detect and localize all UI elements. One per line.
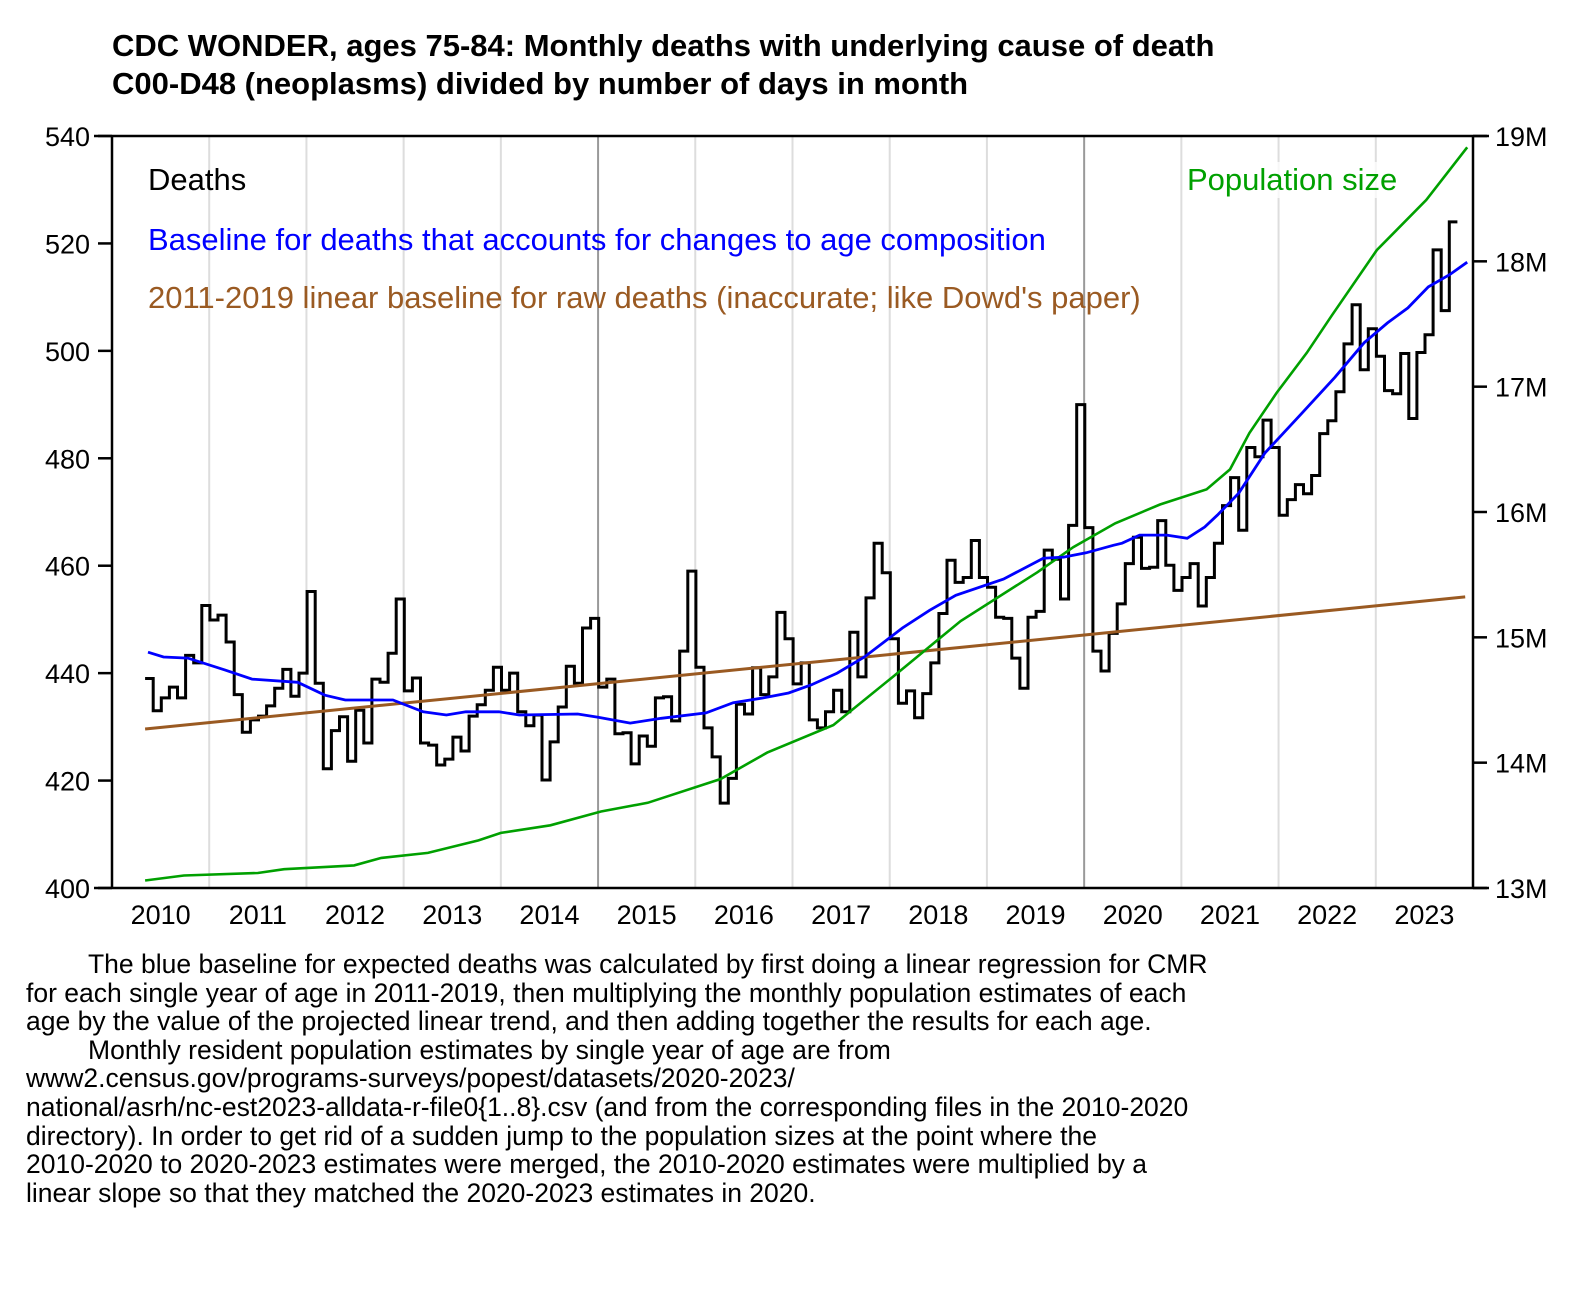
x-tick-label: 2015 <box>617 900 677 930</box>
y-tick-label: 520 <box>45 229 90 259</box>
footnote-line: directory). In order to get rid of a sud… <box>26 1120 1097 1151</box>
x-tick-label: 2021 <box>1200 900 1260 930</box>
x-tick-label: 2018 <box>908 900 968 930</box>
y2-tick-label: 13M <box>1495 874 1548 904</box>
tick-labels: 400 420 440 460 480 500 520 540 13M 14M 15M 16M 17M 1… <box>45 122 1548 930</box>
x-tick-label: 2022 <box>1297 900 1357 930</box>
chart-title-line-2: C00-D48 (neoplasms) divided by number of… <box>112 66 969 101</box>
y-tick-label: 480 <box>45 444 90 474</box>
footnote-line: age by the value of the projected linear… <box>26 1006 1152 1037</box>
y-tick-label: 400 <box>45 874 90 904</box>
x-tick-label: 2017 <box>811 900 871 930</box>
y-tick-label: 460 <box>45 552 90 582</box>
x-tick-label: 2014 <box>519 900 579 930</box>
y-tick-label: 420 <box>45 767 90 797</box>
age-adjusted-baseline-line <box>147 261 1469 725</box>
legend-population-size: Population size <box>1187 162 1398 198</box>
x-tick-label: 2010 <box>131 900 191 930</box>
y-tick-label: 440 <box>45 659 90 689</box>
legend-deaths: Deaths <box>148 162 247 197</box>
x-tick-label: 2019 <box>1005 900 1065 930</box>
footnote-line: for each single year of age in 2011-2019… <box>26 977 1187 1008</box>
x-tick-label: 2023 <box>1394 900 1454 930</box>
population-line <box>144 146 1469 882</box>
x-tick-label: 2011 <box>229 900 287 930</box>
footnote-line: linear slope so that they matched the 20… <box>26 1177 816 1208</box>
y2-tick-label: 15M <box>1495 623 1548 653</box>
footnote-line: Monthly resident population estimates by… <box>88 1034 891 1065</box>
linear-baseline-line <box>144 595 1466 731</box>
chart-title-line-1: CDC WONDER, ages 75-84: Monthly deaths w… <box>112 28 1215 63</box>
y2-tick-label: 19M <box>1495 122 1548 152</box>
footnote-line: national/asrh/nc-est2023-alldata-r-file0… <box>26 1091 1189 1122</box>
series-layer <box>144 146 1469 882</box>
footnote-line: 2010-2020 to 2020-2023 estimates were me… <box>26 1149 1148 1180</box>
x-tick-label: 2012 <box>325 900 385 930</box>
chart-svg: 400 420 440 460 480 500 520 540 13M 14M 15M 16M 17M 1… <box>45 122 1548 930</box>
y2-tick-label: 16M <box>1495 498 1548 528</box>
y2-tick-label: 18M <box>1495 247 1548 277</box>
x-tick-label: 2016 <box>714 900 774 930</box>
footnote-line: The blue baseline for expected deaths wa… <box>88 949 1208 979</box>
footnote-line: www2.census.gov/programs-surveys/popest/… <box>26 1063 795 1094</box>
legend-linear-baseline: 2011-2019 linear baseline for raw deaths… <box>148 280 1141 315</box>
x-tick-label: 2013 <box>422 900 482 930</box>
y-tick-label: 540 <box>45 122 90 152</box>
footnote: The blue baseline for expected deaths wa… <box>26 950 1586 1207</box>
legend-age-adjusted-baseline: Baseline for deaths that accounts for ch… <box>148 222 1046 257</box>
y-tick-label: 500 <box>45 337 90 367</box>
x-tick-label: 2020 <box>1103 900 1163 930</box>
y2-tick-label: 17M <box>1495 373 1548 403</box>
axes <box>94 134 1489 890</box>
deaths-step-line <box>145 220 1458 805</box>
y2-tick-label: 14M <box>1495 749 1548 779</box>
